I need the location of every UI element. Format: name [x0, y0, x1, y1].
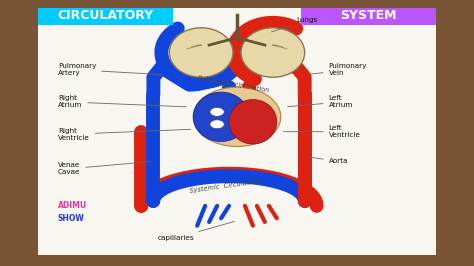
- Circle shape: [210, 120, 224, 129]
- Ellipse shape: [193, 87, 281, 147]
- Text: SYSTEM: SYSTEM: [340, 9, 397, 22]
- Ellipse shape: [193, 92, 249, 142]
- Text: ADIMU: ADIMU: [58, 201, 87, 210]
- Text: CIRCULATORY: CIRCULATORY: [57, 9, 154, 22]
- Circle shape: [210, 107, 224, 116]
- Text: Right
Ventricle: Right Ventricle: [58, 128, 191, 141]
- Text: Venae
Cavae: Venae Cavae: [58, 162, 151, 175]
- Text: Lungs: Lungs: [272, 17, 318, 32]
- Text: Systemic  Circulation: Systemic Circulation: [189, 178, 260, 194]
- Text: Pulmonary circulation: Pulmonary circulation: [197, 75, 270, 94]
- Ellipse shape: [241, 28, 305, 77]
- Text: Pulmonary
Artery: Pulmonary Artery: [58, 63, 163, 76]
- FancyBboxPatch shape: [38, 6, 173, 25]
- Text: Left
Atrium: Left Atrium: [288, 95, 353, 109]
- FancyBboxPatch shape: [301, 6, 436, 25]
- Text: Pulmonary
Vein: Pulmonary Vein: [308, 63, 367, 76]
- Text: Right
Atrium: Right Atrium: [58, 95, 186, 109]
- Ellipse shape: [169, 28, 233, 77]
- Ellipse shape: [229, 99, 277, 144]
- Text: Left
Ventricle: Left Ventricle: [283, 125, 360, 138]
- Text: Aorta: Aorta: [308, 157, 348, 164]
- Text: SHOW: SHOW: [58, 214, 84, 223]
- Text: capillaries: capillaries: [157, 222, 234, 241]
- FancyBboxPatch shape: [26, 1, 448, 263]
